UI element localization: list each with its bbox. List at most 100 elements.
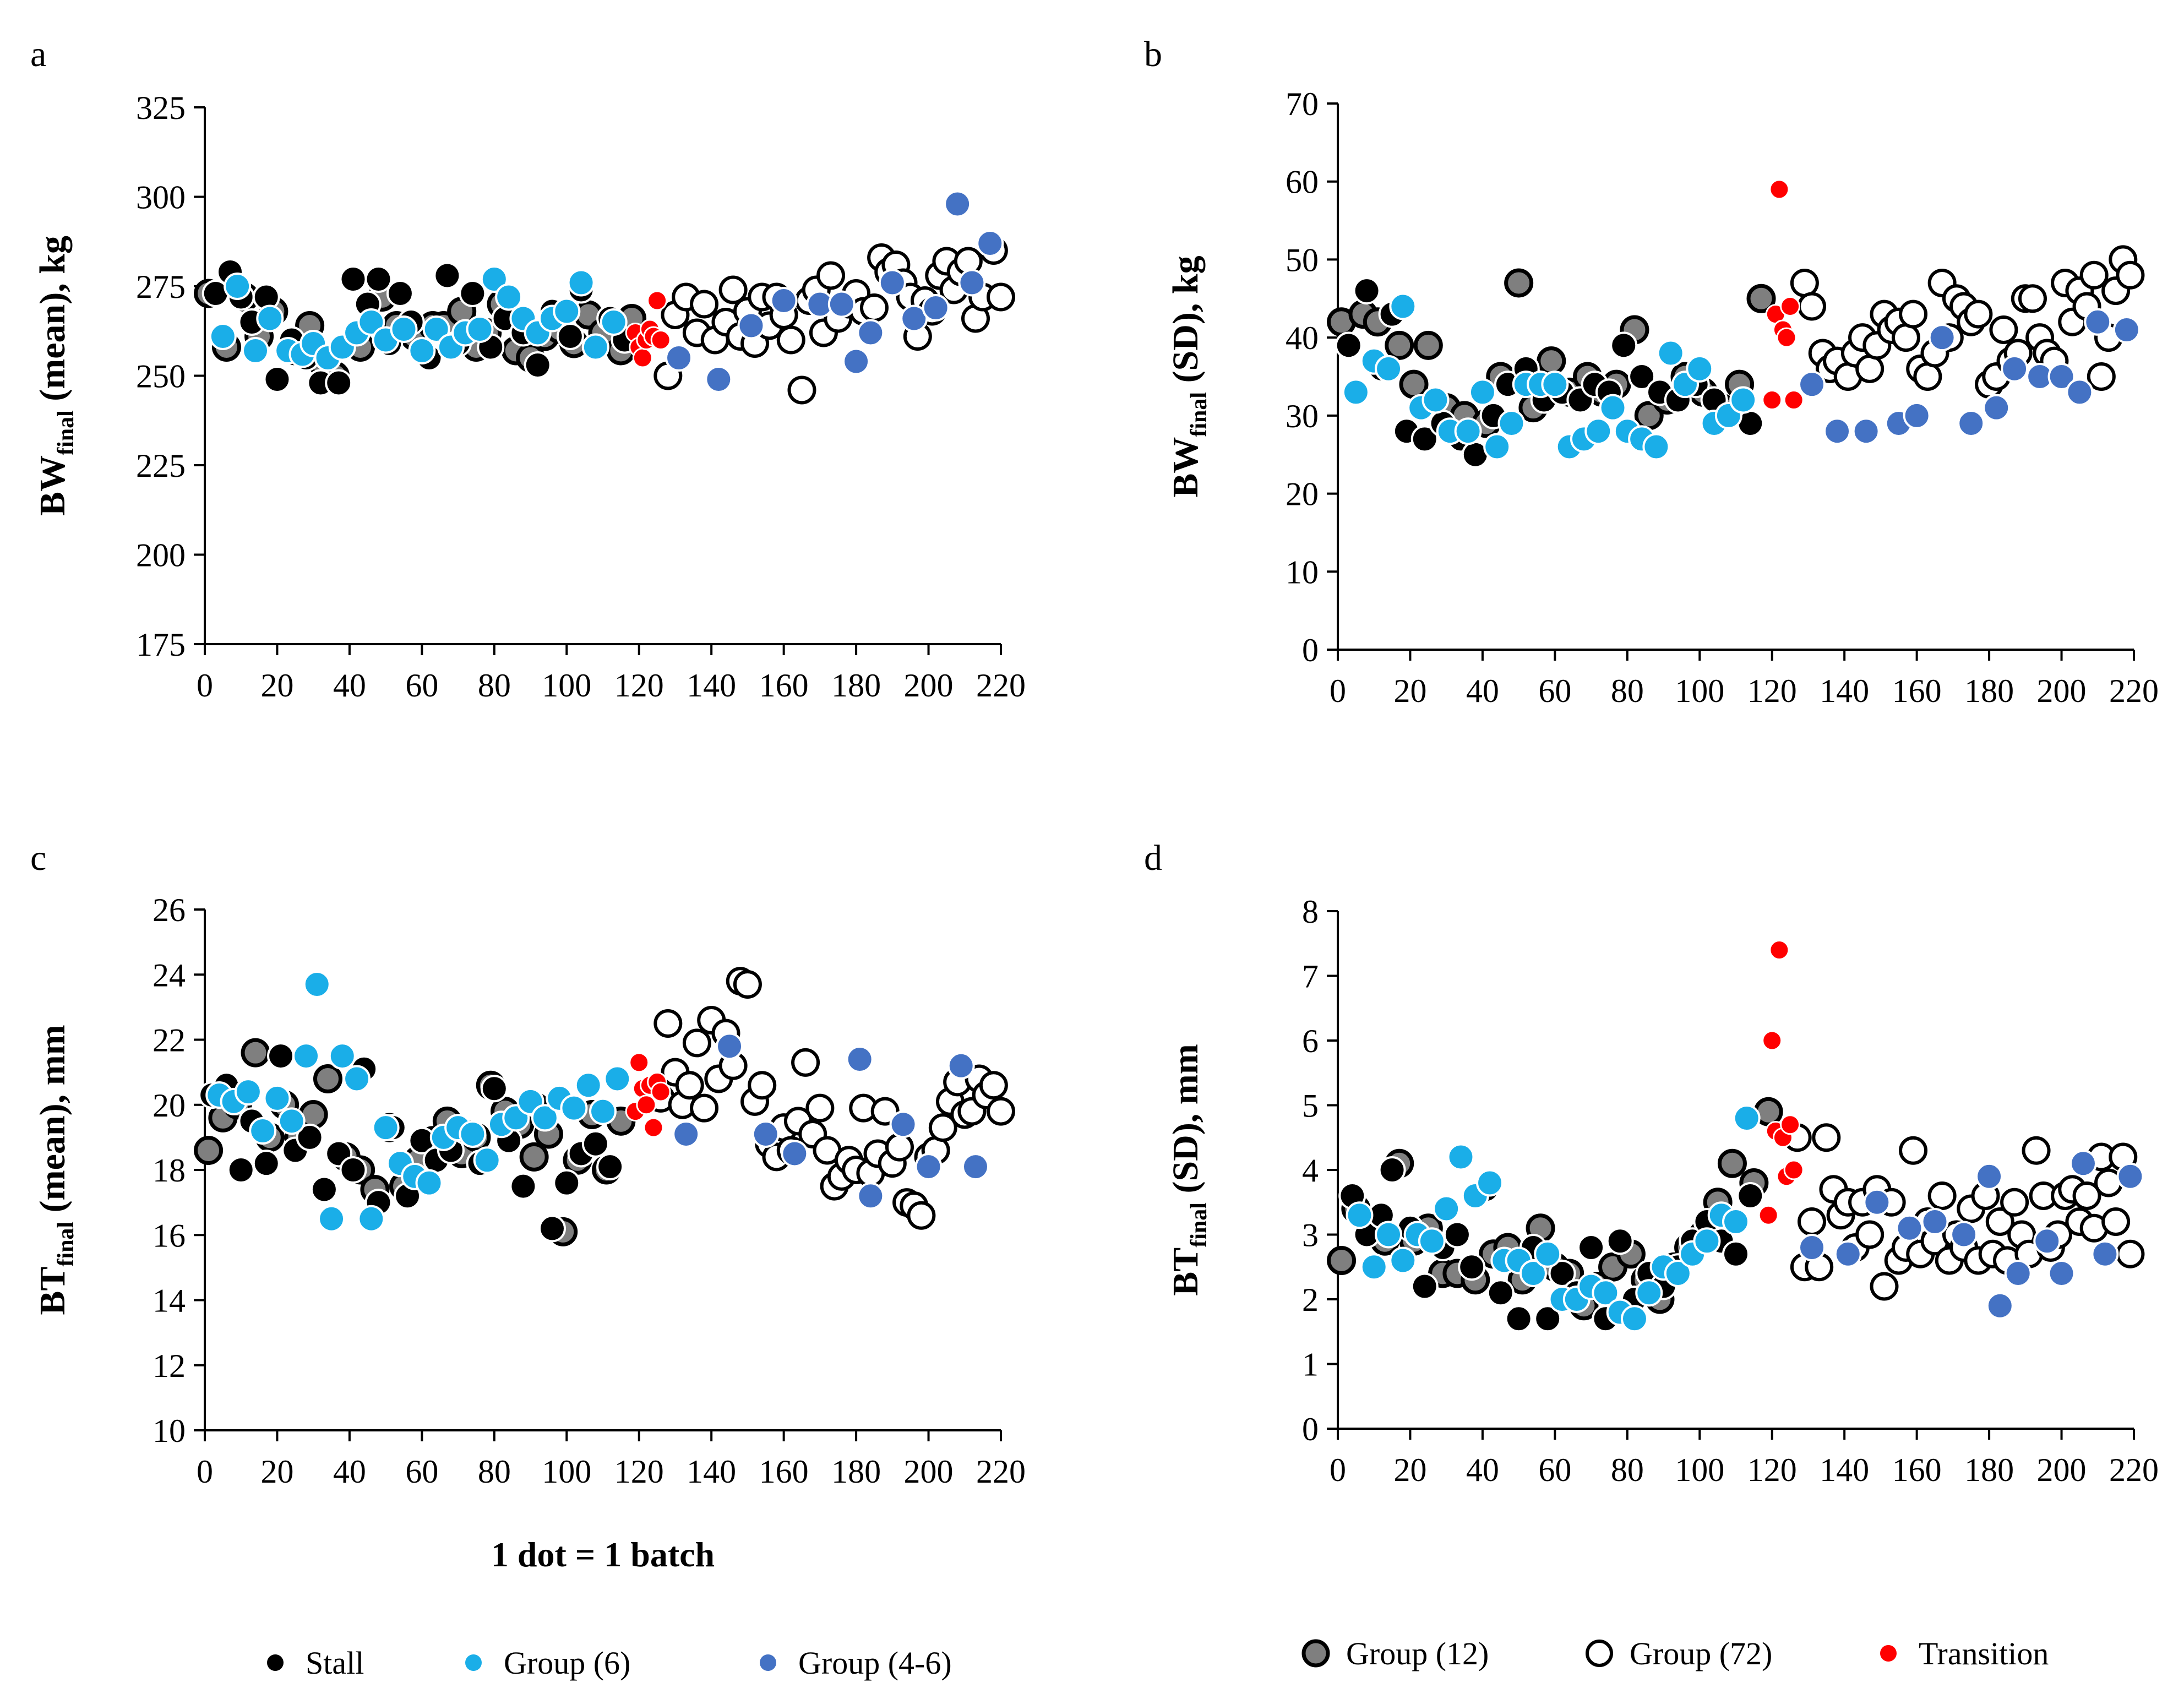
data-point-stall [339, 265, 367, 293]
x-tick-label: 120 [1747, 673, 1797, 709]
data-point-group6 [1454, 417, 1482, 445]
data-point-group6 [1693, 1227, 1721, 1255]
x-tick-label: 80 [1611, 673, 1644, 709]
legend-label: Transition [1919, 1636, 2049, 1671]
data-point-stall [386, 280, 414, 307]
data-point-group6 [567, 269, 595, 297]
legend-item-stall: Stall [267, 1645, 364, 1681]
legend: Stall Group (6) Group (4-6) Group (12) Group… [267, 1636, 2049, 1681]
data-point-group72 [1913, 362, 1942, 391]
data-point-group72 [2087, 362, 2116, 391]
data-point-group46 [1957, 410, 1985, 438]
data-point-group12 [241, 1038, 270, 1068]
data-point-stall [252, 1150, 280, 1178]
legend-label: Stall [306, 1645, 364, 1681]
data-point-group72 [1812, 1123, 1841, 1152]
legend-item-group12: Group (12) [1301, 1636, 1489, 1671]
data-point-group72 [816, 261, 846, 290]
data-point-group12 [194, 1136, 224, 1166]
y-tick-label: 3 [1302, 1217, 1319, 1254]
data-point-group6 [256, 304, 284, 333]
x-tick-label: 20 [1393, 673, 1426, 709]
legend-marker [1301, 1639, 1330, 1668]
data-point-group6 [1433, 1195, 1461, 1223]
data-point-stall [459, 280, 487, 307]
data-point-group46 [665, 344, 693, 372]
data-point-group46 [1921, 1208, 1949, 1235]
data-point-group46 [857, 319, 885, 347]
x-tick-label: 40 [1466, 1452, 1499, 1488]
data-point-group6 [574, 1071, 602, 1099]
data-point-group6 [1620, 1305, 1648, 1333]
data-point-transition [1769, 940, 1790, 960]
data-point-group6 [459, 1120, 487, 1148]
data-point-group72 [805, 1093, 835, 1123]
data-point-group72 [1985, 1207, 2014, 1236]
x-tick-label: 180 [1964, 1452, 2014, 1488]
y-tick-label: 20 [153, 1087, 186, 1124]
data-point-group6 [1664, 1260, 1692, 1287]
data-point-group72 [1964, 299, 1993, 329]
data-point-group72 [675, 1071, 704, 1100]
y-tick-label: 1 [1302, 1347, 1319, 1383]
data-point-group72 [928, 1113, 957, 1142]
x-tick-label: 80 [478, 667, 511, 704]
data-point-group46 [1975, 1162, 2003, 1190]
data-point-group72 [1855, 354, 1885, 383]
x-tick-label: 120 [1747, 1452, 1797, 1488]
data-point-group6 [242, 337, 270, 364]
series-group72 [646, 967, 1015, 1230]
data-point-transition [1776, 327, 1797, 348]
x-tick-label: 40 [1466, 673, 1499, 709]
series-group6 [205, 970, 631, 1233]
y-tick-label: 200 [136, 537, 186, 574]
panel-c: c 10 12 14 16 18 20 22 24 26 0 20 40 60 80 100 120 140 160… [30, 838, 1026, 1490]
data-point-stall [263, 366, 291, 393]
legend-marker [1586, 1640, 1613, 1667]
panel-label: b [1144, 34, 1162, 74]
data-point-group6 [224, 273, 252, 300]
data-point-group46 [961, 1153, 989, 1181]
series-group46 [1798, 1150, 2144, 1320]
data-point-group12 [1385, 330, 1414, 360]
data-point-group72 [682, 1028, 711, 1058]
data-point-group46 [751, 1120, 780, 1148]
data-point-group46 [1986, 1292, 2014, 1320]
data-point-stall [227, 1156, 255, 1184]
x-tick-label: 200 [2037, 673, 2087, 709]
data-point-group72 [1989, 315, 2018, 344]
data-point-stall [581, 1130, 609, 1158]
series-group72 [1783, 1123, 2145, 1301]
series-group6 [209, 265, 628, 372]
data-point-stall [1736, 1182, 1764, 1210]
x-tick-label: 200 [904, 1453, 954, 1490]
y-tick-label: 40 [1286, 320, 1319, 356]
data-point-group6 [1599, 394, 1627, 422]
y-tick-label: 325 [136, 90, 186, 126]
data-point-group6 [263, 1084, 291, 1112]
y-tick-label: 24 [153, 957, 186, 993]
data-point-group6 [1360, 1253, 1388, 1281]
legend-label: Group (12) [1346, 1636, 1489, 1671]
legend-marker [760, 1654, 776, 1671]
data-point-group72 [733, 970, 762, 999]
data-point-stall [1443, 1221, 1471, 1249]
data-point-group72 [2116, 260, 2145, 290]
y-tick-label: 175 [136, 627, 186, 663]
data-point-group6 [1541, 371, 1569, 399]
data-point-group46 [2091, 1240, 2119, 1268]
data-point-group46 [716, 1032, 744, 1060]
data-point-group46 [2047, 363, 2076, 390]
data-point-group46 [944, 190, 972, 218]
data-point-group6 [1342, 378, 1370, 406]
data-point-group6 [357, 308, 385, 336]
data-point-group6 [1421, 386, 1450, 414]
x-tick-label: 220 [976, 1453, 1026, 1490]
x-tick-label: 200 [904, 667, 954, 704]
data-point-group46 [1798, 1234, 1826, 1261]
data-point-group72 [2116, 1239, 2145, 1268]
data-point-group46 [947, 1052, 975, 1080]
data-point-transition [1780, 1114, 1801, 1135]
data-point-group72 [859, 293, 889, 322]
x-tick-label: 160 [1892, 1452, 1942, 1488]
